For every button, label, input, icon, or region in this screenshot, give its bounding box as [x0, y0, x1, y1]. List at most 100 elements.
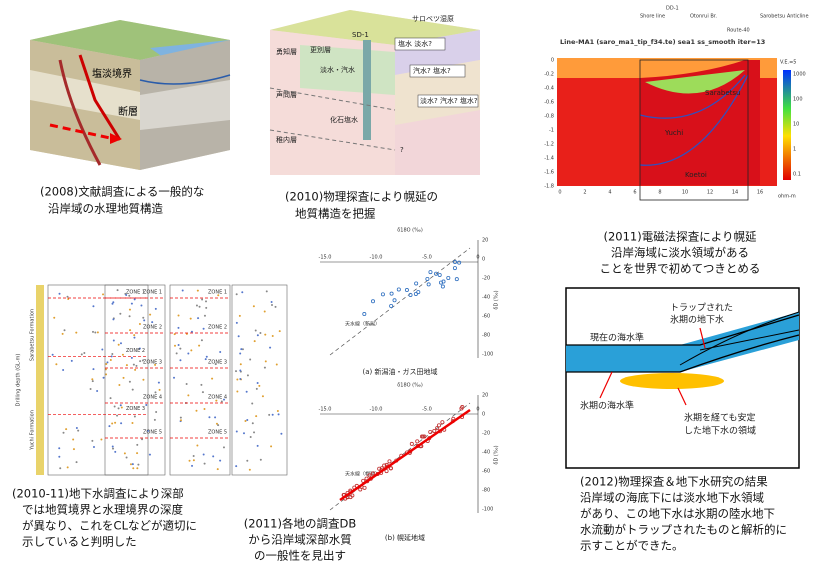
sample-dot — [147, 429, 150, 432]
sample-dot — [59, 467, 62, 470]
sample-dot — [251, 422, 254, 425]
sample-dot — [246, 459, 249, 462]
borehole-logs: Drilling depth (GL-m) Sarabetsu Formatio… — [16, 284, 288, 476]
sample-dot — [109, 397, 112, 400]
sample-dot — [253, 340, 256, 343]
sample-dot — [219, 351, 222, 354]
label: DD-1 — [666, 6, 679, 12]
sample-dot — [263, 310, 266, 313]
plot-title: Line-MA1 (saro_ma1_tip_f34.te) sea1 ss_s… — [560, 38, 765, 46]
sample-dot — [141, 438, 144, 441]
sample-point — [396, 287, 401, 292]
sample-dot — [140, 304, 143, 307]
sample-point — [440, 420, 445, 425]
caption: の一般性を見出す — [254, 549, 346, 563]
y-tick-label: -1.6 — [544, 170, 554, 176]
sample-dot — [197, 317, 200, 320]
caption: 示していると判明した — [22, 535, 137, 549]
sample-dot — [58, 455, 61, 458]
caption: ことを世界で初めてつきとめる — [600, 262, 761, 276]
sample-dot — [201, 298, 204, 301]
label: 塩淡境界 — [92, 67, 132, 80]
sample-dot — [138, 347, 141, 350]
x-tick-label: 8 — [658, 190, 661, 196]
label: V.E.=5 — [780, 60, 796, 66]
sample-dot — [117, 407, 120, 410]
label: 汽水? 塩水? — [413, 66, 451, 75]
lithology-column — [36, 285, 44, 475]
label: トラップされた — [670, 303, 733, 314]
caption: 示すことができた。 — [580, 539, 684, 553]
layer-label: Yuchi — [664, 129, 683, 137]
sample-dot — [236, 378, 239, 381]
sample-dot — [253, 431, 256, 434]
y-tick-label: -60 — [482, 469, 490, 475]
caption: (2011)各地の調査DB — [244, 517, 357, 531]
layer-label: Koetoi — [685, 171, 707, 179]
sample-point — [454, 277, 459, 282]
sample-dot — [102, 293, 105, 296]
x-tick-label: -5.0 — [422, 255, 432, 261]
sample-point — [388, 466, 393, 471]
sample-dot — [136, 467, 139, 470]
subplot-label: (b) 幌延地域 — [385, 533, 425, 542]
sample-dot — [70, 359, 73, 362]
sample-dot — [177, 326, 180, 329]
sample-dot — [130, 356, 133, 359]
sample-dot — [91, 439, 94, 442]
sample-dot — [239, 363, 242, 366]
sample-dot — [120, 406, 123, 409]
sample-dot — [92, 446, 95, 449]
sample-dot — [268, 413, 271, 416]
caption: から沿岸域深部水質 — [248, 533, 352, 547]
sample-point — [436, 423, 441, 428]
x-tick-label: -15.0 — [319, 255, 332, 261]
sample-point — [362, 312, 367, 317]
sample-dot — [139, 360, 142, 363]
sample-dot — [125, 364, 128, 367]
zone-label: ZONE 2 — [143, 325, 162, 331]
zone-label: ZONE 5 — [208, 430, 227, 436]
sample-dot — [203, 314, 206, 317]
sample-dot — [58, 292, 61, 295]
sample-dot — [111, 302, 114, 305]
sample-dot — [270, 445, 273, 448]
sample-dot — [141, 359, 144, 362]
sample-dot — [195, 409, 198, 412]
sample-dot — [192, 455, 195, 458]
sample-dot — [91, 378, 94, 381]
sample-dot — [118, 383, 121, 386]
sample-dot — [72, 438, 75, 441]
sample-dot — [125, 456, 128, 459]
caption: (2011)電磁法探査により幌延 — [603, 230, 757, 244]
sample-dot — [208, 416, 211, 419]
sample-dot — [255, 415, 258, 418]
caption: 沿岸海域に淡水領域がある — [611, 246, 749, 260]
label: 勇知層 — [276, 47, 297, 56]
caption: 水流動がトラップされたものと解析的に — [580, 523, 787, 537]
sample-dot — [251, 402, 254, 405]
colorbar-label: 1 — [793, 147, 796, 153]
sample-dot — [215, 422, 218, 425]
sample-dot — [196, 289, 199, 292]
sample-dot — [122, 376, 125, 379]
x-tick-label: 6 — [633, 190, 636, 196]
sample-point — [435, 426, 440, 431]
sample-dot — [131, 463, 134, 466]
sample-dot — [264, 360, 267, 363]
sample-dot — [119, 342, 122, 345]
caption: (2008)文献調査による一般的な — [40, 185, 204, 199]
sample-dot — [173, 333, 176, 336]
label: 更別層 — [310, 45, 331, 54]
sample-dot — [255, 387, 258, 390]
sample-dot — [276, 409, 279, 412]
sample-dot — [133, 336, 136, 339]
zone-label: ZONE 3 — [126, 406, 145, 412]
sample-dot — [80, 353, 83, 356]
y-tick-label: -1.8 — [544, 184, 554, 190]
label: 氷期の地下水 — [670, 314, 724, 326]
sample-dot — [91, 380, 94, 383]
sample-dot — [63, 329, 66, 332]
sample-dot — [256, 381, 259, 384]
y-tick-label: 20 — [482, 393, 488, 399]
